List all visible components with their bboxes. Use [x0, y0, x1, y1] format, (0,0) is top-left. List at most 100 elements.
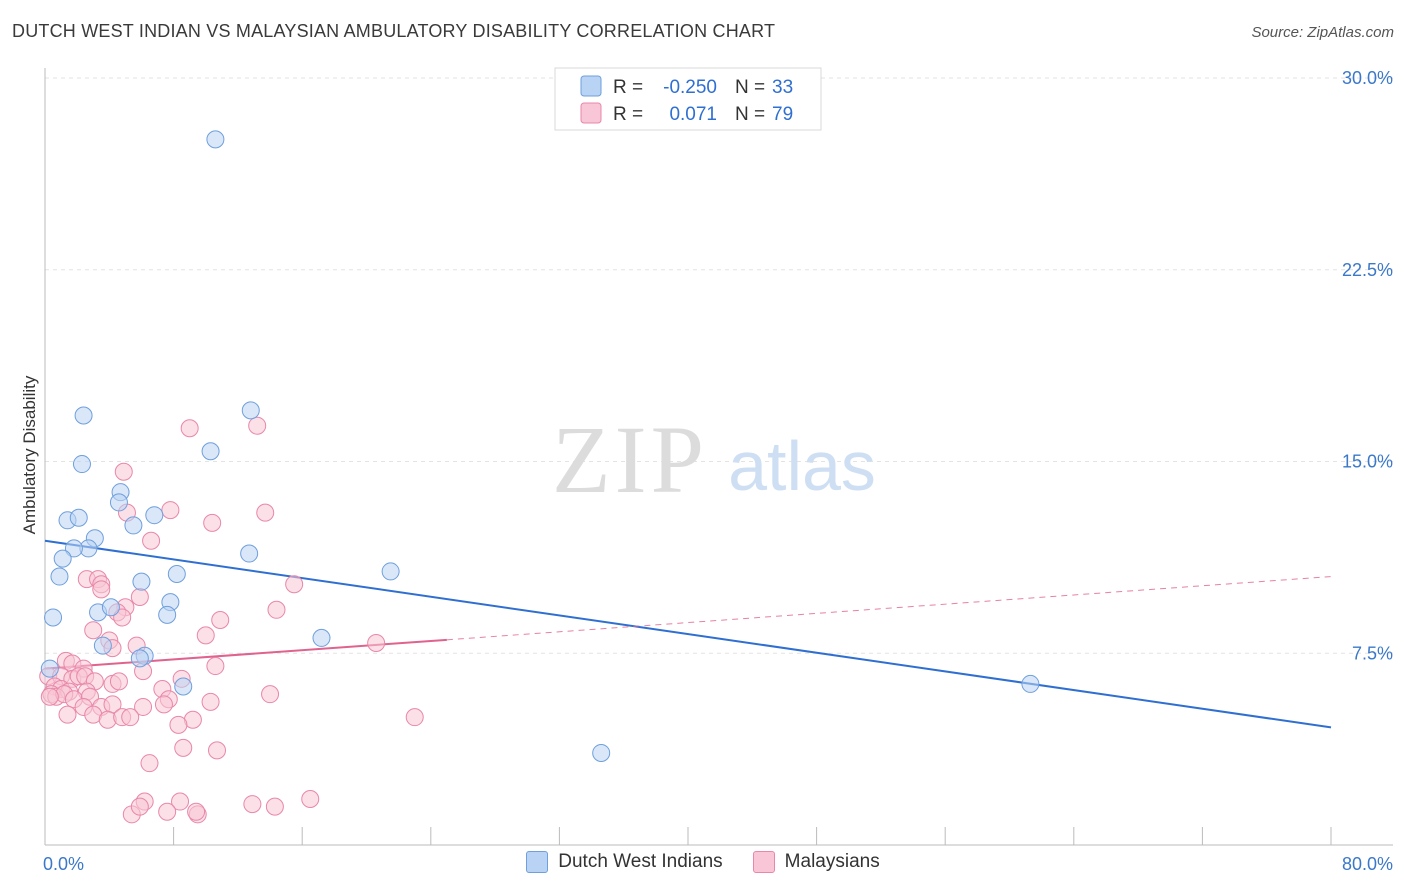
data-point-malaysians: [121, 708, 140, 727]
data-point-malaysians: [158, 802, 177, 821]
stats-n-label-pink: N =: [735, 104, 765, 125]
data-point-dutch-west-indians: [158, 605, 177, 624]
y-tick-label: 30.0%: [1342, 68, 1393, 88]
x-tick-label: 80.0%: [1342, 854, 1393, 874]
legend-swatch-blue: [526, 851, 549, 873]
data-point-malaysians: [40, 687, 59, 706]
data-point-dutch-west-indians: [167, 564, 186, 583]
data-point-malaysians: [130, 797, 149, 816]
legend-label-dutch-west-indians: Dutch West Indians: [558, 851, 723, 872]
source-label: Source: ZipAtlas.com: [1251, 24, 1394, 41]
data-point-malaysians: [211, 611, 230, 630]
watermark-zip: ZIP: [552, 406, 708, 513]
data-point-malaysians: [261, 685, 280, 704]
data-point-malaysians: [256, 503, 275, 522]
data-point-malaysians: [142, 531, 161, 550]
data-point-malaysians: [84, 621, 103, 640]
tick-labels: 7.5% 15.0% 22.5% 30.0% 0.0% 80.0%: [43, 68, 1393, 874]
data-point-malaysians: [367, 634, 386, 653]
data-point-malaysians: [187, 802, 206, 821]
stats-n-value-pink: 79: [772, 104, 793, 125]
data-point-dutch-west-indians: [174, 677, 193, 696]
legend-swatch-pink: [752, 851, 775, 873]
data-point-malaysians: [201, 692, 220, 711]
chart-title: DUTCH WEST INDIAN VS MALAYSIAN AMBULATOR…: [12, 21, 776, 41]
stats-r-value-blue: -0.250: [663, 77, 717, 98]
data-point-dutch-west-indians: [53, 549, 72, 568]
data-point-dutch-west-indians: [64, 539, 83, 558]
data-point-malaysians: [130, 588, 149, 607]
data-point-dutch-west-indians: [72, 455, 91, 474]
trend-lines: [44, 539, 1332, 729]
legend-item-dutch-west-indians: Dutch West Indians: [526, 851, 723, 873]
data-point-dutch-west-indians: [101, 598, 120, 617]
data-point-malaysians: [206, 657, 225, 676]
data-point-malaysians: [243, 795, 262, 814]
stats-n-label-blue: N =: [735, 77, 765, 98]
stats-r-label-blue: R =: [613, 77, 643, 98]
data-point-malaysians: [161, 501, 180, 520]
data-point-dutch-west-indians: [240, 544, 259, 563]
data-point-dutch-west-indians: [1021, 674, 1040, 693]
data-point-dutch-west-indians: [124, 516, 143, 535]
data-point-dutch-west-indians: [69, 508, 88, 527]
data-point-dutch-west-indians: [381, 562, 400, 581]
series-legend: Dutch West Indians Malaysians: [0, 851, 1406, 873]
data-point-malaysians: [267, 600, 286, 619]
data-point-malaysians: [248, 416, 267, 435]
data-point-dutch-west-indians: [206, 130, 225, 149]
data-point-malaysians: [196, 626, 215, 645]
data-point-malaysians: [140, 754, 159, 773]
watermark-atlas: atlas: [728, 427, 876, 505]
data-point-malaysians: [109, 672, 128, 691]
stats-legend: R = -0.250 N = 33 R = 0.071 N = 79: [554, 67, 822, 131]
data-point-dutch-west-indians: [145, 506, 164, 525]
data-point-malaysians: [169, 715, 188, 734]
data-point-malaysians: [180, 419, 199, 438]
data-point-dutch-west-indians: [241, 401, 260, 420]
y-tick-label: 15.0%: [1342, 452, 1393, 472]
data-point-dutch-west-indians: [201, 442, 220, 461]
y-axis-label: Ambulatory Disability: [20, 375, 39, 534]
axes: [44, 68, 1393, 846]
x-tick-label: 0.0%: [43, 854, 84, 874]
grid-lines: [45, 77, 1393, 654]
trend-line-dutch-west-indians: [44, 539, 1332, 729]
data-point-dutch-west-indians: [312, 628, 331, 647]
data-point-malaysians: [154, 695, 173, 714]
data-point-malaysians: [405, 708, 424, 727]
data-point-malaysians: [265, 797, 284, 816]
data-point-dutch-west-indians: [592, 743, 611, 762]
data-point-malaysians: [134, 697, 153, 716]
data-point-dutch-west-indians: [40, 659, 59, 678]
stats-swatch-blue: [580, 75, 602, 97]
stats-n-value-blue: 33: [772, 77, 793, 98]
data-point-dutch-west-indians: [44, 608, 63, 627]
data-point-malaysians: [301, 789, 320, 808]
malaysians-points: [39, 416, 424, 824]
data-point-malaysians: [58, 705, 77, 724]
trend-line-malaysians-dashed: [446, 576, 1332, 641]
stats-r-value-pink: 0.071: [669, 104, 717, 125]
stats-r-label-pink: R =: [613, 104, 643, 125]
stats-swatch-pink: [580, 102, 602, 124]
data-point-malaysians: [171, 792, 190, 811]
legend-label-malaysians: Malaysians: [784, 851, 880, 872]
data-point-dutch-west-indians: [109, 493, 128, 512]
data-point-dutch-west-indians: [50, 567, 69, 586]
data-point-malaysians: [174, 738, 193, 757]
data-point-malaysians: [285, 575, 304, 594]
dutch-west-indians-points: [40, 130, 1040, 762]
data-point-dutch-west-indians: [132, 572, 151, 591]
data-point-dutch-west-indians: [93, 636, 112, 655]
data-point-malaysians: [114, 462, 133, 481]
data-point-malaysians: [113, 608, 132, 627]
y-tick-label: 22.5%: [1342, 260, 1393, 280]
data-point-dutch-west-indians: [74, 406, 93, 425]
legend-item-malaysians: Malaysians: [752, 851, 880, 873]
y-tick-label: 7.5%: [1352, 643, 1393, 663]
data-point-dutch-west-indians: [130, 649, 149, 668]
data-point-malaysians: [92, 580, 111, 599]
data-point-malaysians: [203, 513, 222, 532]
